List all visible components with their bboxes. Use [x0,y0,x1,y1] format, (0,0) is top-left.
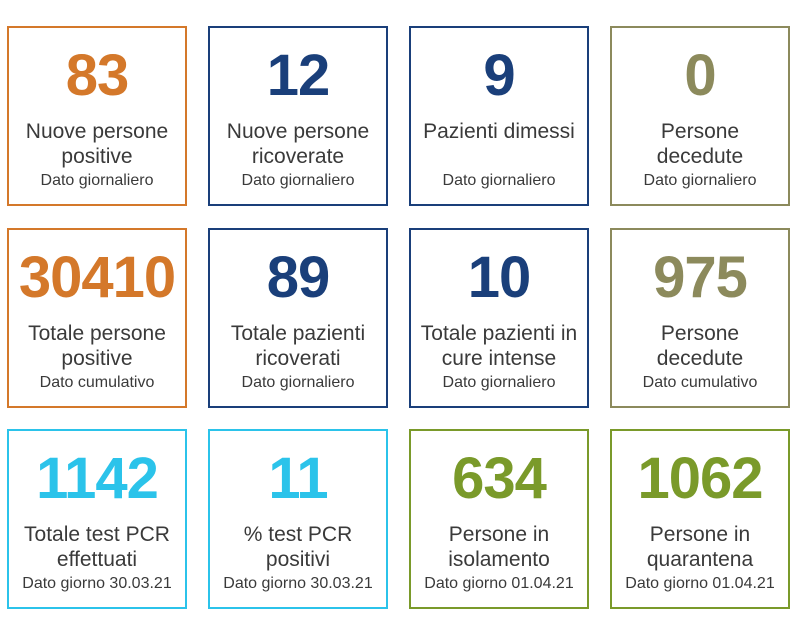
stat-value: 83 [65,43,130,108]
stat-card-total-hospitalized: 89 Totale pazienti ricoverati Dato giorn… [208,228,388,408]
stat-card-isolation: 634 Persone in isolamento Dato giorno 01… [409,429,589,609]
stat-label: Persone in quarantena [646,523,754,571]
stat-value: 975 [653,245,748,310]
stat-label: Totale persone positive [28,322,166,370]
stat-card-total-positive: 30410 Totale persone positive Dato cumul… [7,228,187,408]
stat-value: 12 [266,43,331,108]
stat-sub: Dato giornaliero [241,172,355,189]
stat-card-deceased-cumulative: 975 Persone decedute Dato cumulativo [610,228,790,408]
stat-sub: Dato giorno 01.04.21 [424,575,574,592]
stat-sub: Dato giornaliero [442,172,556,189]
stat-sub: Dato cumulativo [39,374,155,391]
stat-label: Persone decedute [656,322,744,370]
stat-label: % test PCR positivi [243,523,353,571]
stat-card-new-positive: 83 Nuove persone positive Dato giornalie… [7,26,187,206]
stat-sub: Dato giorno 30.03.21 [22,575,172,592]
stat-value: 634 [452,446,547,511]
stat-card-pcr-positive-percent: 11 % test PCR positivi Dato giorno 30.03… [208,429,388,609]
stat-sub: Dato giornaliero [40,172,154,189]
stat-card-new-hospitalized: 12 Nuove persone ricoverate Dato giornal… [208,26,388,206]
stat-card-pcr-tests: 1142 Totale test PCR effettuati Dato gio… [7,429,187,609]
stat-label: Totale test PCR effettuati [24,523,170,571]
stat-label: Totale pazienti ricoverati [230,322,366,370]
stat-sub: Dato giorno 01.04.21 [625,575,775,592]
stat-label: Persone decedute [656,120,744,168]
stat-card-deceased-daily: 0 Persone decedute Dato giornaliero [610,26,790,206]
stat-sub: Dato cumulativo [642,374,758,391]
stat-sub: Dato giornaliero [241,374,355,391]
stat-card-discharged: 9 Pazienti dimessi Dato giornaliero [409,26,589,206]
stat-label: Nuove persone ricoverate [226,120,370,168]
stat-card-quarantine: 1062 Persone in quarantena Dato giorno 0… [610,429,790,609]
stat-sub: Dato giorno 30.03.21 [223,575,373,592]
stat-label: Pazienti dimessi [423,120,575,143]
stat-label: Persone in isolamento [448,523,550,571]
stat-value: 9 [483,43,515,108]
stat-label: Nuove persone positive [25,120,169,168]
stat-sub: Dato giornaliero [643,172,757,189]
stat-sub: Dato giornaliero [442,374,556,391]
stat-label: Totale pazienti in cure intense [420,322,578,370]
stat-card-intensive-care: 10 Totale pazienti in cure intense Dato … [409,228,589,408]
stat-value: 10 [467,245,532,310]
stat-value: 11 [268,446,328,511]
stat-value: 30410 [18,245,176,310]
stat-value: 1062 [637,446,763,511]
stat-value: 1142 [36,446,159,511]
stat-value: 0 [684,43,716,108]
stat-value: 89 [266,245,331,310]
